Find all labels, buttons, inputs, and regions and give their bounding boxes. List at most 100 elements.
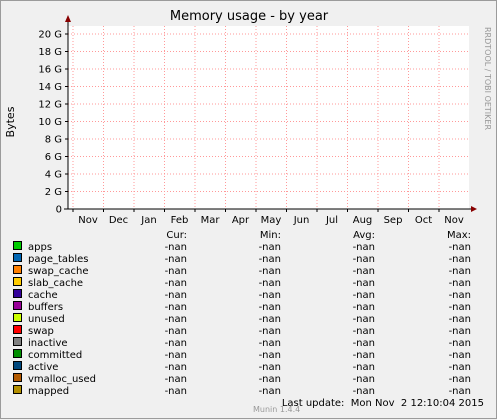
x-tick-label: Jan bbox=[140, 215, 156, 226]
legend-series-name: swap bbox=[28, 326, 54, 337]
legend-row-apps: apps -nan -nan -nan -nan bbox=[13, 241, 471, 253]
legend-value-cur: -nan bbox=[165, 374, 187, 385]
legend-value-max: -nan bbox=[449, 278, 471, 289]
legend-value-cur: -nan bbox=[165, 314, 187, 325]
legend-series-name: unused bbox=[28, 314, 65, 325]
axes bbox=[64, 15, 477, 212]
legend-row-mapped: mapped -nan -nan -nan -nan bbox=[13, 385, 471, 397]
legend-row-unused: unused -nan -nan -nan -nan bbox=[13, 313, 471, 325]
legend-value-cur: -nan bbox=[165, 290, 187, 301]
y-tick-label: 12 G bbox=[38, 100, 62, 111]
legend-value-cur: -nan bbox=[165, 338, 187, 349]
legend-value-min: -nan bbox=[259, 338, 281, 349]
legend-value-cur: -nan bbox=[165, 242, 187, 253]
legend-row-vmalloc-used: vmalloc_used -nan -nan -nan -nan bbox=[13, 373, 471, 385]
y-axis-label: Bytes bbox=[4, 106, 17, 137]
legend-series-name: buffers bbox=[28, 302, 63, 313]
x-tick-label: Oct bbox=[415, 215, 432, 226]
legend-value-avg: -nan bbox=[353, 314, 375, 325]
legend-value-min: -nan bbox=[259, 266, 281, 277]
legend-row-inactive: inactive -nan -nan -nan -nan bbox=[13, 337, 471, 349]
legend-row-active: active -nan -nan -nan -nan bbox=[13, 361, 471, 373]
y-tick-label: 20 G bbox=[38, 30, 62, 41]
legend-value-avg: -nan bbox=[353, 386, 375, 397]
legend-value-max: -nan bbox=[449, 350, 471, 361]
legend-value-avg: -nan bbox=[353, 302, 375, 313]
legend-value-max: -nan bbox=[449, 266, 471, 277]
y-tick-label: 14 G bbox=[38, 82, 62, 93]
legend-value-max: -nan bbox=[449, 302, 471, 313]
plot-area bbox=[68, 26, 469, 209]
x-tick-label: Feb bbox=[171, 215, 189, 226]
x-axis-arrow bbox=[471, 206, 477, 212]
legend-value-avg: -nan bbox=[353, 242, 375, 253]
legend-header-avg: Avg: bbox=[353, 230, 375, 241]
legend-series-name: mapped bbox=[28, 386, 69, 397]
y-tick-label: 2 G bbox=[45, 187, 62, 198]
y-tick-label: 10 G bbox=[38, 117, 62, 128]
legend-value-min: -nan bbox=[259, 242, 281, 253]
legend-series-name: cache bbox=[28, 290, 58, 301]
legend-series-name: apps bbox=[28, 242, 52, 253]
legend-value-cur: -nan bbox=[165, 386, 187, 397]
legend-value-min: -nan bbox=[259, 326, 281, 337]
legend-header-max: Max: bbox=[447, 230, 471, 241]
legend-value-max: -nan bbox=[449, 362, 471, 373]
legend-swatch bbox=[13, 385, 22, 394]
y-axis-arrow bbox=[65, 15, 71, 22]
legend-series-name: committed bbox=[28, 350, 82, 361]
legend-swatch bbox=[13, 337, 22, 346]
legend-row-cache: cache -nan -nan -nan -nan bbox=[13, 289, 471, 301]
legend-value-avg: -nan bbox=[353, 254, 375, 265]
legend-value-avg: -nan bbox=[353, 278, 375, 289]
legend-value-max: -nan bbox=[449, 242, 471, 253]
legend-swatch bbox=[13, 301, 22, 310]
legend-series-name: vmalloc_used bbox=[28, 374, 96, 385]
legend-header-min: Min: bbox=[260, 230, 281, 241]
legend-value-cur: -nan bbox=[165, 326, 187, 337]
legend-value-avg: -nan bbox=[353, 266, 375, 277]
legend-value-avg: -nan bbox=[353, 362, 375, 373]
legend-header: Cur: Min: Avg: Max: bbox=[166, 230, 471, 241]
footer-version: Munin 1.4.4 bbox=[253, 405, 300, 414]
legend-value-max: -nan bbox=[449, 338, 471, 349]
legend-header-cur: Cur: bbox=[166, 230, 187, 241]
legend-value-cur: -nan bbox=[165, 350, 187, 361]
legend-value-min: -nan bbox=[259, 278, 281, 289]
legend-swatch bbox=[13, 241, 22, 250]
x-tick-label: Dec bbox=[109, 215, 128, 226]
legend-row-committed: committed -nan -nan -nan -nan bbox=[13, 349, 471, 361]
legend-value-min: -nan bbox=[259, 302, 281, 313]
x-tick-label: May bbox=[261, 215, 282, 226]
legend-value-avg: -nan bbox=[353, 374, 375, 385]
legend-row-buffers: buffers -nan -nan -nan -nan bbox=[13, 301, 471, 313]
legend-value-min: -nan bbox=[259, 254, 281, 265]
legend-swatch bbox=[13, 289, 22, 298]
legend-value-max: -nan bbox=[449, 386, 471, 397]
legend-value-min: -nan bbox=[259, 362, 281, 373]
legend-value-max: -nan bbox=[449, 374, 471, 385]
legend-swatch bbox=[13, 253, 22, 262]
y-tick-label: 16 G bbox=[38, 65, 62, 76]
legend-series-name: inactive bbox=[28, 338, 68, 349]
legend-value-max: -nan bbox=[449, 254, 471, 265]
y-tick-label: 0 bbox=[56, 205, 62, 216]
y-tick-label: 18 G bbox=[38, 47, 62, 58]
legend-swatch bbox=[13, 361, 22, 370]
legend-swatch bbox=[13, 277, 22, 286]
legend-value-min: -nan bbox=[259, 374, 281, 385]
x-tick-label: Mar bbox=[201, 215, 221, 226]
legend-value-min: -nan bbox=[259, 350, 281, 361]
legend-series-name: active bbox=[28, 362, 58, 373]
y-tick-label: 4 G bbox=[45, 170, 62, 181]
x-tick-label: Nov bbox=[78, 215, 98, 226]
legend-value-avg: -nan bbox=[353, 350, 375, 361]
legend-series-name: page_tables bbox=[28, 254, 89, 265]
x-tick-label: Sep bbox=[384, 215, 403, 226]
x-tick-label: Nov bbox=[444, 215, 464, 226]
x-tick-label: Jun bbox=[293, 215, 310, 226]
legend-swatch bbox=[13, 313, 22, 322]
chart-title: Memory usage - by year bbox=[170, 9, 329, 24]
legend-value-cur: -nan bbox=[165, 266, 187, 277]
